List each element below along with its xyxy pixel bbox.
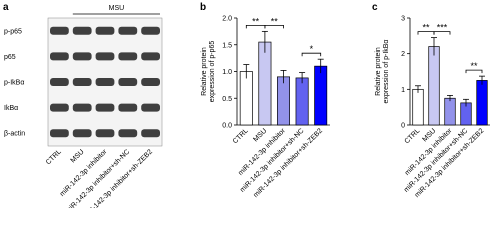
blot-row-label: IkBα (4, 105, 18, 112)
blot-band (72, 78, 92, 86)
significance-label: ** (271, 16, 279, 26)
significance-label: ** (252, 16, 260, 26)
error-bar (463, 98, 469, 107)
error-bar (447, 94, 453, 102)
bar (444, 97, 456, 126)
y-tick-label: 1.5 (222, 42, 232, 49)
y-tick-label: 0.5 (222, 96, 232, 103)
blot-band (141, 103, 160, 112)
blot-band (141, 78, 160, 86)
bar (277, 76, 290, 126)
blot-row-label: p65 (4, 54, 16, 61)
bracket-label: MSU (109, 5, 125, 12)
blot-band (95, 26, 115, 35)
blot-band (50, 129, 69, 138)
significance-label: ** (422, 23, 430, 33)
y-axis-label: expression of p-p65 (209, 41, 216, 103)
bar (295, 77, 309, 126)
significance-label: ** (470, 61, 478, 71)
significance-bracket (301, 52, 322, 57)
blot-band (72, 129, 92, 138)
x-tick-label: CTRL (232, 127, 250, 145)
error-bar (415, 85, 421, 93)
error-bar (280, 70, 287, 84)
blot-band (50, 78, 69, 86)
panel-label: b (200, 2, 206, 13)
bar (314, 65, 328, 126)
blot-band (50, 52, 69, 61)
significance-label: *** (437, 23, 448, 33)
blot-band (118, 103, 138, 112)
significance-bracket (465, 69, 483, 74)
lane-label: MSU (70, 148, 86, 164)
blot-band (95, 103, 115, 112)
blot-band (95, 52, 115, 61)
bar (412, 88, 424, 126)
panel-label: c (372, 2, 378, 13)
significance-bracket (264, 24, 284, 29)
blot-band (141, 129, 160, 138)
blot-row-label: p-p65 (4, 28, 22, 35)
y-tick-label: 2.0 (222, 16, 232, 23)
y-tick-label: 3 (401, 16, 405, 23)
y-tick-label: 1 (401, 87, 405, 94)
blot-band (118, 52, 138, 61)
error-bar (299, 72, 306, 84)
y-axis-label: Relative protein (375, 47, 382, 96)
blot-band (95, 129, 115, 138)
error-bar (431, 37, 437, 56)
y-tick-label: 0.0 (222, 123, 232, 130)
y-tick-label: 0 (401, 123, 405, 130)
error-bar (317, 58, 324, 74)
y-axis-label: Relative protein (201, 47, 208, 96)
blot-band (118, 26, 138, 35)
blot-band (72, 26, 92, 35)
error-bar (243, 64, 250, 79)
significance-label: * (310, 44, 314, 54)
bar (258, 41, 272, 126)
blot-band (95, 78, 115, 86)
error-bar (261, 30, 268, 53)
y-tick-label: 2 (401, 51, 405, 58)
x-tick-label: CTRL (404, 127, 422, 145)
x-tick-label: miR-142-3p inhibitor+sh-ZEB2 (252, 127, 324, 199)
blot-band (50, 103, 69, 112)
blot-band (72, 52, 92, 61)
blot-band (118, 129, 138, 138)
error-bar (479, 75, 485, 85)
blot-band (141, 52, 160, 61)
lane-label: CTRL (45, 148, 63, 166)
blot-band (50, 26, 69, 35)
bar (239, 71, 253, 126)
y-axis-label: expression of p-IkBα (383, 40, 390, 104)
blot-band (72, 103, 92, 112)
significance-bracket (433, 31, 451, 35)
panel-label: a (3, 2, 9, 13)
blot-band (141, 26, 160, 35)
bar (428, 46, 440, 126)
blot-band (118, 78, 138, 86)
blot-row-label: p-IkBα (4, 80, 24, 87)
blot-row-label: β-actin (4, 131, 25, 138)
x-tick-label: MSU (252, 127, 268, 143)
bar (476, 80, 488, 126)
y-tick-label: 1.0 (222, 69, 232, 76)
